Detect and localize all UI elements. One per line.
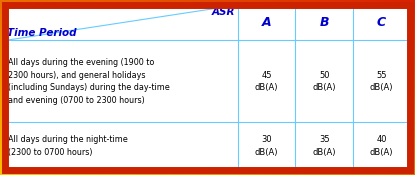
Text: 40
dB(A): 40 dB(A) bbox=[370, 135, 393, 157]
Text: All days during the night-time
(2300 to 0700 hours): All days during the night-time (2300 to … bbox=[8, 135, 128, 157]
Text: C: C bbox=[377, 16, 386, 29]
Text: A: A bbox=[262, 16, 271, 29]
Text: 30
dB(A): 30 dB(A) bbox=[255, 135, 278, 157]
Text: Time Period: Time Period bbox=[7, 29, 76, 38]
Text: 50
dB(A): 50 dB(A) bbox=[312, 71, 336, 92]
Text: ASR: ASR bbox=[211, 7, 235, 17]
Text: 55
dB(A): 55 dB(A) bbox=[370, 71, 393, 92]
Text: All days during the evening (1900 to
2300 hours), and general holidays
(includin: All days during the evening (1900 to 230… bbox=[8, 58, 170, 104]
Text: B: B bbox=[320, 16, 329, 29]
Text: 45
dB(A): 45 dB(A) bbox=[255, 71, 278, 92]
Text: 35
dB(A): 35 dB(A) bbox=[312, 135, 336, 157]
